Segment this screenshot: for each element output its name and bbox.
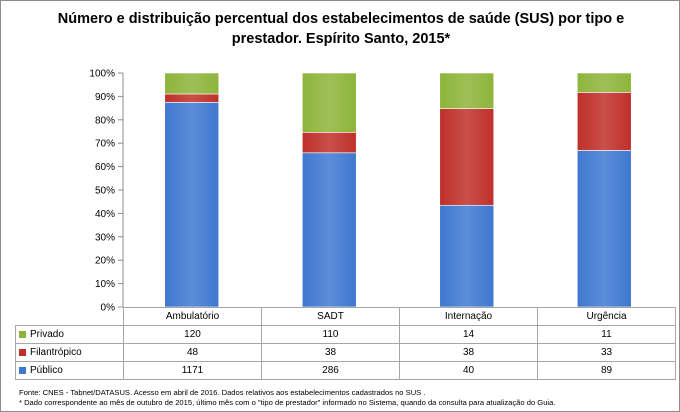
data-label: 110 [261, 325, 400, 344]
table-row: Público 1171 286 40 89 [15, 361, 676, 380]
y-tick-label: 80% [95, 115, 115, 126]
y-tick-label: 40% [95, 209, 115, 220]
legend-label: Filantrópico [30, 347, 82, 358]
bar-privado-0 [164, 72, 220, 95]
bar-filantrópico-1 [301, 132, 357, 154]
table-header-cell: Urgência [537, 307, 676, 326]
data-label: 38 [261, 343, 400, 362]
legend-swatch [19, 366, 26, 374]
footnote: * Dado correspondente ao mês de outubro … [19, 398, 556, 407]
data-label: 40 [399, 361, 538, 380]
data-label: 120 [123, 325, 262, 344]
legend-entry: Privado [15, 325, 124, 344]
table-header-cell: SADT [261, 307, 400, 326]
y-tick-label: 20% [95, 256, 115, 267]
legend-swatch [19, 330, 26, 338]
bar-filantrópico-0 [164, 93, 220, 103]
y-tick-label: 70% [95, 139, 115, 150]
bar-público-1 [301, 152, 357, 308]
data-label: 286 [261, 361, 400, 380]
y-tick-label: 50% [95, 186, 115, 197]
bar-privado-1 [301, 72, 357, 133]
data-label: 33 [537, 343, 676, 362]
data-label: 48 [123, 343, 262, 362]
data-table: Ambulatório SADT Internação Urgência Privado… [15, 307, 676, 380]
bar-filantrópico-2 [439, 108, 495, 206]
legend-label: Público [30, 365, 63, 376]
data-label: 14 [399, 325, 538, 344]
legend-label: Privado [30, 329, 64, 340]
data-label: 11 [537, 325, 676, 344]
y-tick-label: 30% [95, 232, 115, 243]
table-row: Filantrópico 48 38 38 33 [15, 343, 676, 362]
table-row: Privado 120 110 14 11 [15, 325, 676, 344]
legend-entry: Público [15, 361, 124, 380]
legend-swatch [19, 348, 26, 356]
bar-público-2 [439, 204, 495, 308]
y-tick-label: 100% [89, 69, 115, 80]
chart-title: Número e distribuição percentual dos est… [57, 11, 625, 47]
legend-entry: Filantrópico [15, 343, 124, 362]
data-label: 38 [399, 343, 538, 362]
source-note: Fonte: CNES - Tabnet/DATASUS. Acesso em … [19, 388, 426, 397]
data-label: 1171 [123, 361, 262, 380]
bar-público-3 [576, 150, 632, 308]
footnotes: Fonte: CNES - Tabnet/DATASUS. Acesso em … [19, 388, 555, 408]
y-tick-label: 90% [95, 92, 115, 103]
y-tick-label: 10% [95, 279, 115, 290]
y-tick-label: 60% [95, 162, 115, 173]
table-header-cell: Internação [399, 307, 538, 326]
bar-filantrópico-3 [576, 92, 632, 151]
table-header-cell: Ambulatório [123, 307, 262, 326]
bar-privado-3 [576, 72, 632, 93]
bar-privado-2 [439, 72, 495, 109]
bar-público-0 [164, 102, 220, 308]
data-label: 89 [537, 361, 676, 380]
